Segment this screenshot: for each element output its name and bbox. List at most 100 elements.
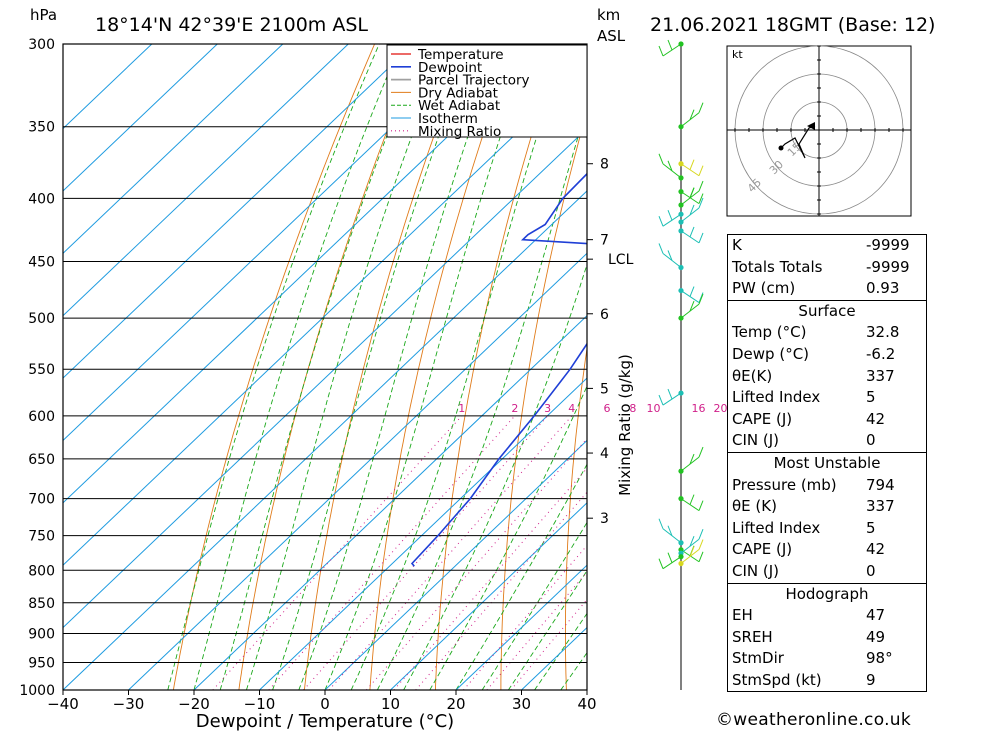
isotherm-line (63, 44, 284, 255)
surface-index-row: Lifted Index 5 (728, 387, 926, 409)
most-unstable-index-label: θE (K) (732, 497, 777, 516)
hodograph-index-label: StmSpd (kt) (732, 670, 822, 689)
km-tick-label: 7 (600, 233, 609, 249)
mixing-ratio-label: 20 (714, 402, 728, 415)
general-index-value: -9999 (866, 257, 910, 276)
most-unstable-box: Most Unstable Pressure (mb) 794 θE (K) 337 L… (727, 452, 927, 584)
mixing-ratio-label: 1 (458, 402, 465, 415)
general-index-label: K (732, 236, 742, 254)
most-unstable-index-value: 42 (866, 540, 886, 559)
mixing-ratio-label: 3 (544, 402, 551, 415)
legend-label: Wet Adiabat (418, 98, 500, 114)
wind-barb (678, 159, 704, 177)
km-tick-label: 8 (600, 157, 609, 173)
surface-index-label: Temp (°C) (732, 323, 807, 342)
surface-index-value: -6.2 (866, 344, 896, 363)
most-unstable-index-label: CIN (J) (732, 561, 780, 580)
isotherm-line (63, 44, 349, 317)
isotherm-line (63, 65, 587, 566)
mixing-ratio-label: 8 (629, 402, 636, 415)
surface-index-label: Dewp (°C) (732, 344, 810, 363)
left-unit-label: hPa (30, 6, 57, 24)
mixing-ratio-axis-title: Mixing Ratio (g/kg) (616, 354, 634, 496)
pressure-tick-label: 350 (28, 120, 55, 136)
hodograph-storm-motion-marker (807, 122, 815, 130)
wind-barb (678, 293, 704, 321)
hodograph-index-label: StmDir (732, 649, 784, 668)
wind-barb (658, 518, 684, 546)
wind-barb (678, 102, 704, 130)
surface-index-row: Dewp (°C) -6.2 (728, 344, 926, 366)
km-tick-label: 4 (600, 446, 609, 462)
pressure-tick-label: 800 (28, 563, 55, 579)
pressure-tick-label: 850 (28, 596, 55, 612)
legend-label: Isotherm (418, 111, 478, 127)
wind-barb (658, 388, 684, 406)
isotherm-line (63, 44, 415, 379)
pressure-tick-label: 450 (28, 255, 55, 271)
most-unstable-index-row: Lifted Index 5 (728, 518, 926, 540)
mixing-ratio-label: 2 (511, 402, 518, 415)
wind-barb (658, 552, 684, 570)
mixing-ratio-line (328, 415, 573, 690)
surface-index-label: θE(K) (732, 366, 773, 385)
wind-barb (678, 494, 704, 512)
dewpoint-line (410, 172, 587, 567)
km-tick-label: 6 (600, 307, 609, 323)
plot-background (63, 44, 587, 690)
dry-adiabat-line (628, 0, 727, 716)
surface-index-row: θE(K) 337 (728, 366, 926, 388)
surface-index-label: CAPE (J) (732, 409, 793, 428)
x-tick-label: −30 (113, 695, 145, 713)
dry-adiabat-line (967, 0, 1000, 716)
datetime-title: 21.06.2021 18GMT (Base: 12) (650, 14, 935, 36)
isotherm-line (63, 44, 546, 504)
km-tick-label: 3 (600, 511, 609, 527)
indices-panel: K -9999 Totals Totals -9999 PW (cm) 0.93 Surf… (727, 234, 927, 693)
hodograph-index-value: 9 (866, 670, 876, 689)
mixing-ratio-label: 10 (647, 402, 661, 415)
lcl-label: LCL (608, 252, 634, 268)
hodograph-unit-label: kt (732, 48, 743, 61)
surface-indices-box: Surface Temp (°C) 32.8 Dewp (°C) -6.2 θE(K) 3… (727, 300, 927, 453)
surface-index-label: Lifted Index (732, 388, 821, 407)
mixing-ratio-label: 16 (691, 402, 705, 415)
most-unstable-index-label: Lifted Index (732, 518, 821, 537)
legend-label: Mixing Ratio (418, 124, 501, 140)
general-index-label: PW (cm) (732, 279, 796, 298)
most-unstable-index-row: CIN (J) 0 (728, 561, 926, 583)
isotherm-line (455, 564, 587, 690)
wind-barb (658, 39, 684, 57)
pressure-tick-label: 900 (28, 626, 55, 642)
hodograph-index-row: StmDir 98° (728, 648, 926, 670)
hodograph-index-label: SREH (732, 627, 773, 646)
most-unstable-index-row: CAPE (J) 42 (728, 539, 926, 561)
surface-index-value: 337 (866, 366, 895, 385)
hodograph-trace (780, 125, 816, 159)
wind-barb (678, 446, 704, 474)
wet-adiabat-line (219, 44, 424, 690)
wind-barb (678, 180, 704, 208)
most-unstable-index-row: Pressure (mb) 794 (728, 475, 926, 497)
pressure-tick-label: 600 (28, 409, 55, 425)
hodograph-indices-box: Hodograph EH 47 SREH 49 StmDir 98° StmSpd (kt)… (727, 583, 927, 693)
hodograph-index-row: SREH 49 (728, 627, 926, 649)
general-index-row: PW (cm) 0.93 (728, 278, 926, 300)
isotherm-line (259, 377, 587, 690)
wind-barbs (658, 39, 704, 690)
most-unstable-index-value: 0 (866, 561, 876, 580)
pressure-tick-label: 700 (28, 492, 55, 508)
surface-index-row: CAPE (J) 42 (728, 409, 926, 431)
wind-barb (658, 153, 684, 181)
surface-title: Surface (798, 301, 856, 320)
x-tick-label: 20 (446, 695, 465, 713)
hodograph-title: Hodograph (785, 584, 869, 603)
wet-adiabat-line (167, 44, 380, 690)
legend-label: Temperature (417, 47, 504, 63)
pressure-tick-label: 750 (28, 529, 55, 545)
wet-adiabat-line (193, 44, 402, 690)
general-index-label: Totals Totals (732, 257, 823, 276)
